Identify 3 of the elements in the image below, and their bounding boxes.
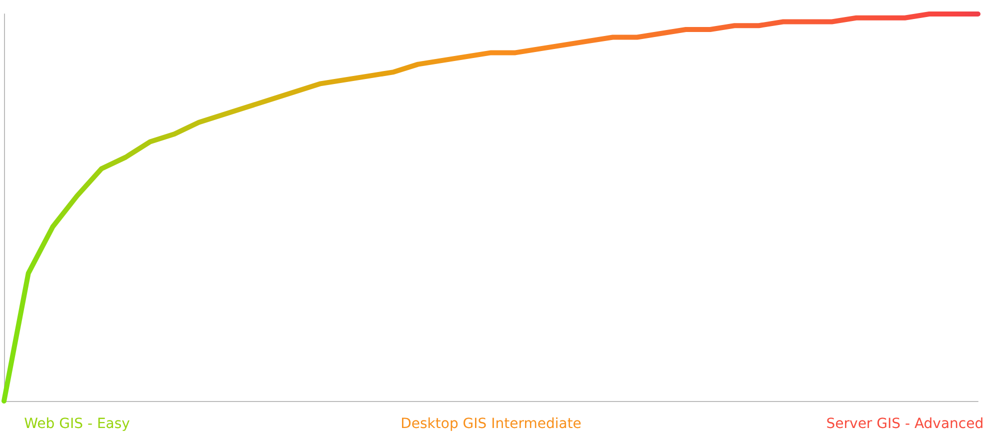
x-tick-label: Server GIS - Advanced <box>826 416 984 432</box>
x-tick-label: Desktop GIS Intermediate <box>400 416 582 432</box>
x-tick-label: Web GIS - Easy <box>24 416 130 432</box>
